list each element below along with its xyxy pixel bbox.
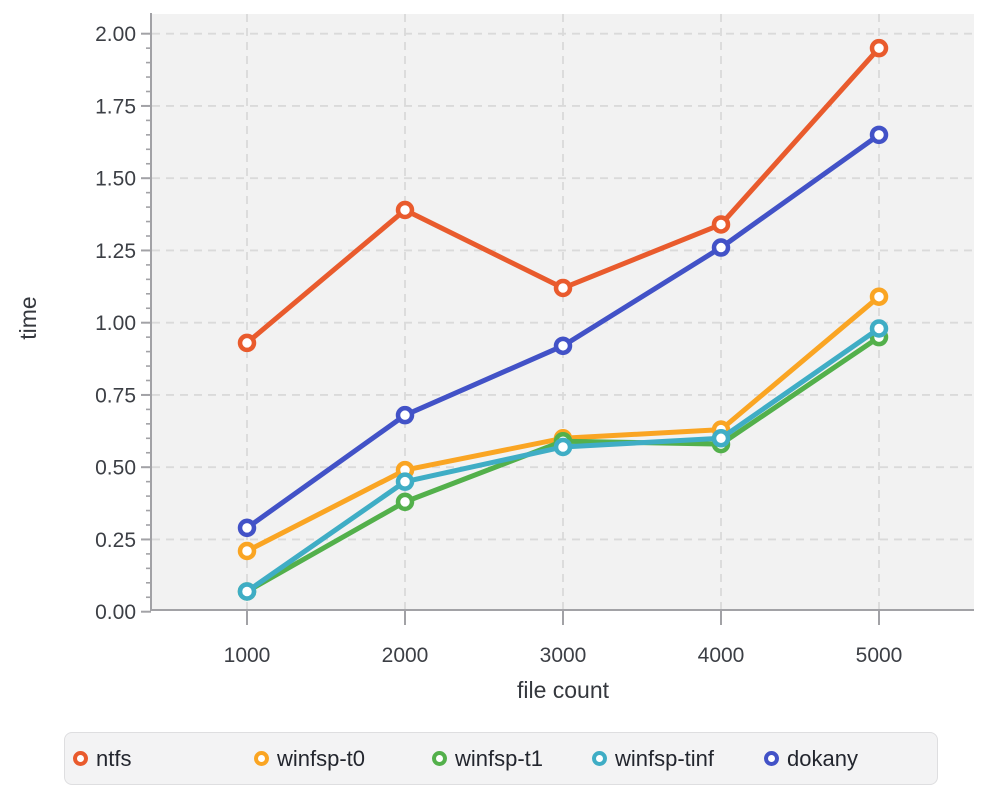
data-point-ntfs	[237, 333, 257, 353]
y-tick-label: 1.25	[95, 240, 136, 263]
legend-label: ntfs	[96, 745, 132, 771]
legend-marker-icon	[254, 751, 269, 766]
legend-item-dokany[interactable]: dokany	[764, 746, 858, 772]
x-axis-title: file count	[517, 677, 610, 703]
data-point-winfsp-t0	[237, 541, 257, 561]
y-tick-label: 0.00	[95, 601, 136, 624]
data-point-winfsp-tinf	[711, 429, 731, 448]
legend-item-ntfs[interactable]: ntfs	[73, 746, 254, 772]
legend-item-winfsp-t0[interactable]: winfsp-t0	[254, 746, 432, 772]
x-tick-label: 3000	[540, 644, 587, 667]
data-point-ntfs	[869, 38, 889, 58]
y-tick-label: 1.50	[95, 168, 136, 191]
legend: ntfs winfsp-t0 winfsp-t1 winfsp-tinf dokany	[64, 732, 938, 785]
x-tick-label: 2000	[382, 644, 429, 667]
y-axis-title: time	[15, 296, 41, 339]
y-tick-label: 0.75	[95, 384, 136, 407]
x-tick-label: 4000	[698, 644, 745, 667]
y-tick-label: 1.00	[95, 312, 136, 335]
data-point-winfsp-tinf	[237, 582, 257, 601]
data-point-dokany	[553, 336, 573, 356]
legend-label: dokany	[787, 745, 858, 771]
y-tick-label: 2.00	[95, 23, 136, 46]
y-tick-label: 1.75	[95, 95, 136, 118]
legend-label: winfsp-tinf	[615, 745, 715, 771]
line-chart: 0.00 0.25 0.50 0.75 1.00 1.25 1.50 1.75 2.00 1000…	[15, 13, 974, 703]
data-point-dokany	[237, 518, 257, 538]
data-point-dokany	[711, 238, 731, 257]
data-point-winfsp-t0	[869, 287, 889, 306]
data-point-ntfs	[553, 278, 573, 298]
data-point-winfsp-t1	[395, 492, 415, 512]
legend-marker-icon	[764, 751, 779, 766]
data-point-ntfs	[711, 215, 731, 234]
legend-item-winfsp-tinf[interactable]: winfsp-tinf	[592, 746, 764, 772]
legend-label: winfsp-t0	[277, 745, 366, 771]
data-point-dokany	[395, 405, 415, 425]
data-point-winfsp-tinf	[869, 319, 889, 338]
data-point-winfsp-tinf	[553, 437, 573, 457]
x-tick-label: 5000	[856, 644, 903, 667]
legend-marker-icon	[73, 751, 88, 766]
legend-item-winfsp-t1[interactable]: winfsp-t1	[432, 746, 592, 772]
legend-marker-icon	[592, 751, 607, 766]
y-tick-label: 0.50	[95, 457, 136, 480]
data-point-ntfs	[395, 200, 415, 220]
y-tick-label: 0.25	[95, 529, 136, 552]
legend-marker-icon	[432, 751, 447, 766]
legend-label: winfsp-t1	[455, 745, 544, 771]
data-point-dokany	[869, 125, 889, 145]
data-point-winfsp-tinf	[395, 472, 415, 491]
x-tick-label: 1000	[224, 644, 271, 667]
